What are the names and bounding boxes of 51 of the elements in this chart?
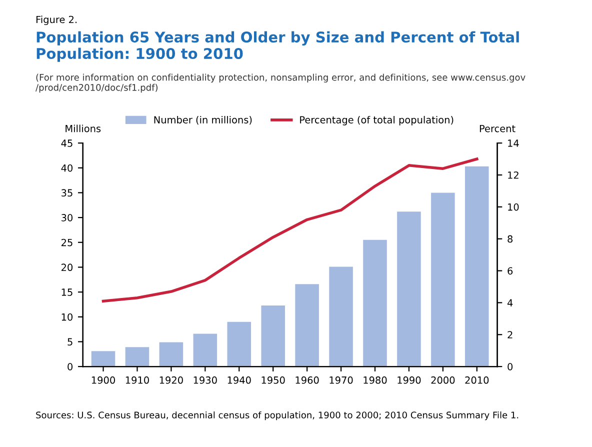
y-tick-label: 0 [68,363,73,370]
bar [227,322,252,367]
bar [91,351,116,367]
x-tick-label: 1930 [194,376,217,384]
chart-title: Population 65 Years and Older by Size and Percent of Total Population: 1900 to 2010 [36,31,519,62]
y2-tick-label: 6 [508,267,513,275]
y-axis-title: Millions [66,124,101,132]
x-tick-label: 1950 [262,376,285,384]
y2-tick-label: 2 [508,331,512,338]
y2-tick-label: 12 [508,171,518,179]
legend-label: Percentage (of total population) [300,116,454,126]
y2-tick-label: 10 [508,203,519,211]
bar [159,342,184,367]
bar [295,284,319,367]
y2-axis-title: Percent [480,124,516,132]
y2-tick-label: 14 [508,140,519,147]
x-tick-label: 1980 [364,376,387,384]
caption: Figure 2. [36,16,77,26]
y-tick-label: 40 [61,164,73,172]
x-tick-label: 1900 [92,376,115,384]
x-tick-label: 2000 [431,376,455,384]
chart-subtitle: (For more information on confidentiality protection, nonsampling error, and definitions, see www.census.gov /prod/cen2010/doc/sf1.pdf) [36,74,526,93]
y-tick-label: 35 [62,189,72,197]
bar [193,334,218,367]
x-tick-label: 1940 [228,376,251,384]
y-tick-label: 30 [62,214,73,222]
source-note: Sources: U.S. Census Bureau, decennial census of population, 1900 to 2000; 2010 Census Summary File 1. [36,411,518,420]
x-tick-label: 1990 [398,376,421,384]
bar [329,266,353,367]
x-tick-label: 1920 [160,376,183,384]
y-tick-label: 25 [62,238,72,246]
line-series [102,158,478,302]
y2-tick-label: 8 [508,235,513,243]
y-tick-label: 20 [62,264,73,272]
y-tick-label: 5 [68,338,72,346]
x-tick-label: 1960 [296,376,319,384]
x-tick-label: 2010 [465,376,489,384]
bar [363,240,387,367]
bar [261,305,285,367]
x-tick-label: 1970 [330,376,353,384]
legend-label: Number (in millions) [154,116,252,125]
y-tick-label: 15 [62,288,72,296]
bar [125,347,150,367]
y-tick-label: 45 [61,140,72,147]
x-tick-label: 1910 [126,376,149,384]
bar [465,166,489,367]
y2-tick-label: 0 [508,363,513,370]
y2-tick-label: 4 [507,299,513,306]
y-tick-label: 10 [62,313,73,321]
bar [431,192,455,367]
bar [397,212,421,367]
